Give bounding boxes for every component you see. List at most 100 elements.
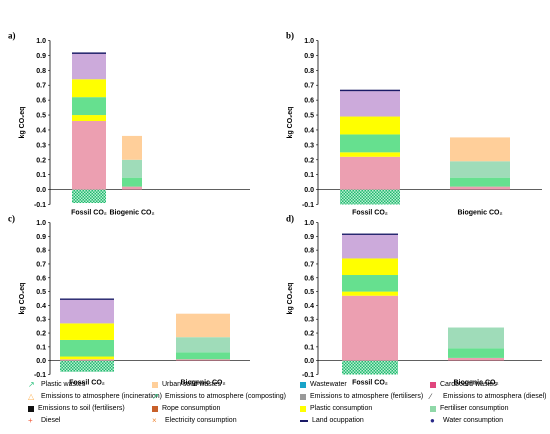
category-label: Fossil CO₂ [352, 380, 388, 387]
bar-segment [342, 291, 398, 296]
bar-segment [72, 115, 106, 122]
legend-label: Land ocuppation [312, 417, 364, 424]
bar-segment [450, 161, 510, 178]
legend-item: Wastewater [300, 381, 347, 388]
legend-item: Emissions to atmosphere (fertilisers) [300, 393, 423, 400]
y-tick-label: 0.9 [36, 53, 46, 60]
bar-segment [340, 134, 400, 153]
y-tick-label: 0.8 [36, 68, 46, 75]
panel-label: a) [8, 31, 16, 41]
bar-segment [340, 116, 400, 135]
y-tick-label: 0.3 [304, 142, 314, 149]
category-label: Biogenic CO₂ [180, 380, 225, 387]
triangle-marker-icon: △ [28, 392, 35, 401]
y-tick-label: 0.2 [304, 331, 314, 338]
category-label: Fossil CO₂ [352, 210, 388, 217]
y-tick-label: 0.7 [304, 83, 314, 90]
legend-item: Urban solid wastes [152, 381, 221, 388]
bar-segment [60, 356, 114, 360]
bar-segment [72, 52, 106, 54]
y-tick-label: 1.0 [36, 220, 46, 227]
square-icon [300, 405, 306, 412]
y-tick-label: 0.2 [36, 331, 46, 338]
y-tick-label: 0.2 [304, 157, 314, 164]
bar-segment [340, 189, 400, 205]
y-axis-label: kg CO₂eq [287, 283, 294, 315]
bar-segment [122, 159, 142, 178]
legend-label: Rope consumption [162, 405, 221, 412]
legend: ↗ Plastic wastes Urban solid wastes Wastewa… [0, 381, 550, 434]
legend-label: Emissions to atmosphere (composting) [165, 393, 286, 400]
bar-segment [60, 360, 114, 372]
square-icon [152, 405, 158, 412]
y-tick-label: 0.4 [36, 303, 46, 310]
dot-marker-icon: ● [430, 416, 435, 425]
bar-segment [342, 258, 398, 276]
legend-item: Land ocuppation [300, 417, 364, 424]
y-axis-label: kg CO₂eq [19, 283, 26, 315]
chart-panel-3: d) -0.1 0.0 0.1 0.2 0.3 0.4 0.5 0.6 0.7 0.8 0.9 1.0 k… [286, 214, 542, 387]
slash-marker-icon: ∕ [430, 392, 432, 401]
y-tick-label: 0.6 [36, 275, 46, 282]
y-tick-label: 0.6 [304, 275, 314, 282]
y-tick-label: 0.2 [36, 157, 46, 164]
legend-label: Emissions to atmosphere (fertilisers) [310, 393, 424, 400]
x-marker-icon: × [152, 416, 157, 425]
y-tick-label: -0.1 [34, 372, 46, 379]
bar-segment [340, 156, 400, 190]
y-tick-label: 0.4 [36, 127, 46, 134]
square-icon [152, 381, 158, 388]
bar-segment [72, 97, 106, 116]
legend-item: Fertiliser consumption [430, 405, 508, 412]
bar-segment [176, 352, 230, 360]
y-tick-label: 0.8 [304, 68, 314, 75]
bar-segment [72, 121, 106, 190]
y-tick-label: 0.3 [36, 317, 46, 324]
y-tick-label: 0.3 [304, 317, 314, 324]
y-tick-label: 1.0 [36, 38, 46, 45]
legend-label: Electricity consumption [165, 417, 237, 424]
legend-item: ↗ Emissions to atmosphere (composting) [152, 392, 286, 401]
legend-label: Emissions to atmosphera (diesel) [443, 393, 547, 400]
bar-segment [60, 359, 114, 361]
y-tick-label: 0.7 [304, 261, 314, 268]
legend-item: ● Water consumption [430, 416, 504, 425]
legend-item: ∕ Emissions to atmosphera (diesel) [430, 392, 547, 401]
y-tick-label: 0.7 [36, 83, 46, 90]
y-axis-label: kg CO₂eq [19, 107, 26, 139]
y-tick-label: 0.0 [304, 358, 314, 365]
legend-label: Water consumption [443, 417, 504, 424]
y-tick-label: 1.0 [304, 220, 314, 227]
bar-segment [122, 177, 142, 187]
bar-segment [176, 337, 230, 353]
bar-segment [60, 323, 114, 340]
y-tick-label: 0.8 [36, 248, 46, 255]
legend-label: Urban solid wastes [162, 381, 222, 388]
legend-label: Emissions to atmosphere (incineration) [41, 393, 162, 400]
legend-item: △ Emissions to atmosphere (incineration) [28, 392, 162, 401]
legend-item: Emissions to soil (fertilisers) [28, 405, 125, 412]
y-tick-label: 0.9 [36, 234, 46, 241]
y-tick-label: 0.9 [304, 234, 314, 241]
y-tick-label: 1.0 [304, 38, 314, 45]
arrow-marker-icon: ↗ [28, 380, 35, 389]
legend-item: × Electricity consumption [152, 416, 237, 425]
chart-panel-2: c) -0.1 0.0 0.1 0.2 0.3 0.4 0.5 0.6 0.7 0.8 0.9 1.0 k… [8, 214, 250, 387]
y-tick-label: 0.6 [36, 98, 46, 105]
line-icon [300, 419, 308, 422]
bar-segment [60, 299, 114, 324]
bar-segment [340, 91, 400, 117]
panel-label: c) [8, 214, 15, 224]
bar-segment [342, 233, 398, 235]
square-icon [430, 405, 436, 412]
arrow-marker-icon: ↗ [152, 392, 159, 401]
y-tick-label: 0.5 [36, 289, 46, 296]
y-tick-label: 0.1 [36, 344, 46, 351]
y-tick-label: 0.7 [36, 261, 46, 268]
y-axis-label: kg CO₂eq [287, 107, 294, 139]
bar-segment [342, 360, 398, 375]
legend-item: Cardboard wastes [430, 381, 497, 388]
category-label: Fossil CO₂ [71, 210, 107, 217]
square-icon [300, 381, 306, 388]
y-tick-label: 0.4 [304, 303, 314, 310]
